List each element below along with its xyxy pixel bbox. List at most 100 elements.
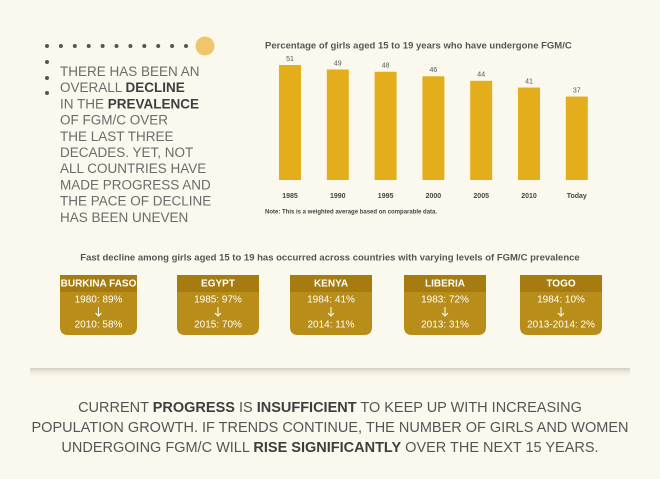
text-line: ALL COUNTRIES HAVE — [60, 161, 206, 176]
dot — [45, 76, 49, 80]
text-line: CURRENT PROGRESS IS INSUFFICIENT TO KEEP… — [78, 400, 582, 416]
text-line: POPULATION GROWTH. IF TRENDS CONTINUE, T… — [32, 420, 629, 436]
emphasis: PROGRESS — [153, 400, 236, 416]
decor-circle — [195, 36, 215, 56]
dot — [100, 44, 105, 48]
value-label: 46 — [430, 67, 438, 74]
dot — [45, 91, 49, 95]
dot — [170, 44, 175, 48]
text-line: OVERALL DECLINE — [60, 80, 185, 95]
x-tick-label: 2005 — [473, 193, 489, 200]
arrow — [327, 307, 335, 317]
chart-title: Percentage of girls aged 15 to 19 years … — [265, 41, 572, 52]
bar — [326, 69, 349, 180]
text-segment: MADE PROGRESS AND — [60, 177, 211, 192]
text-segment: HAS BEEN UNEVEN — [60, 209, 188, 224]
country-from: 1983: 72% — [421, 295, 469, 306]
card-header — [520, 275, 602, 292]
x-tick-label: 1985 — [282, 193, 298, 200]
dot — [72, 44, 77, 48]
text-segment: OF FGM/C OVER — [60, 112, 168, 127]
arrow — [441, 307, 449, 317]
text-line: UNDERGOING FGM/C WILL RISE SIGNIFICANTLY… — [61, 440, 598, 456]
country-card: LIBERIA 1983: 72% 2013: 31% — [404, 275, 486, 335]
arrow — [214, 307, 222, 317]
emphasis: PREVALENCE — [108, 96, 199, 111]
value-label: 51 — [286, 56, 294, 63]
country-from: 1984: 41% — [307, 295, 355, 306]
value-label: 44 — [477, 72, 485, 79]
country-name: BURKINA FASO — [61, 279, 137, 290]
dot — [45, 44, 49, 48]
text-segment: OVERALL — [60, 80, 126, 95]
bar — [374, 71, 397, 180]
footer: CURRENT PROGRESS IS INSUFFICIENT TO KEEP… — [32, 400, 629, 456]
value-label: 48 — [382, 63, 390, 70]
country-to: 2010: 58% — [75, 320, 123, 331]
country-card: TOGO 1984: 10% 2013-2014: 2% — [520, 275, 602, 335]
x-tick-label: 1990 — [330, 193, 346, 200]
text-segment: UNDERGOING FGM/C WILL — [61, 440, 253, 456]
emphasis: DECLINE — [126, 80, 185, 95]
decor-dots — [45, 44, 188, 95]
bar — [279, 64, 301, 180]
text-segment: IS — [235, 400, 257, 416]
country-to: 2015: 70% — [194, 320, 242, 331]
country-from: 1985: 97% — [194, 295, 242, 306]
text-segment: POPULATION GROWTH. IF TRENDS CONTINUE, T… — [32, 420, 629, 436]
text-segment: DECADES. YET, NOT — [60, 145, 193, 160]
bar — [422, 76, 445, 180]
chart-note: Note: This is a weighted average based o… — [265, 210, 437, 216]
card-header — [404, 275, 486, 292]
subtitle: Fast decline among girls aged 15 to 19 h… — [80, 253, 579, 264]
dot — [45, 60, 49, 64]
bar — [470, 80, 493, 180]
dot — [86, 44, 91, 48]
country-to: 2014: 11% — [307, 320, 354, 331]
value-label: 49 — [334, 60, 342, 67]
bar-chart: 51 1985 49 1990 48 1995 46 2000 44 2005 41 2010 37 To… — [279, 56, 588, 200]
value-label: 37 — [573, 87, 581, 94]
x-tick-label: 2000 — [426, 193, 442, 200]
text-line: MADE PROGRESS AND — [60, 177, 211, 192]
text-line: HAS BEEN UNEVEN — [60, 209, 188, 224]
text-line: THERE HAS BEEN AN — [60, 64, 200, 79]
x-tick-label: 2010 — [521, 193, 537, 200]
dot — [114, 44, 119, 48]
card-header — [290, 275, 372, 292]
country-card: EGYPT 1985: 97% 2015: 70% — [177, 275, 259, 335]
dot — [142, 44, 147, 48]
divider — [30, 368, 630, 378]
text-segment: THE LAST THREE — [60, 128, 174, 143]
dot — [58, 44, 63, 48]
country-from: 1984: 10% — [537, 295, 585, 306]
text-line: IN THE PREVALENCE — [60, 96, 199, 111]
country-to: 2013: 31% — [421, 320, 469, 331]
text-line: THE PACE OF DECLINE — [60, 193, 211, 208]
arrow — [557, 307, 565, 317]
country-from: 1980: 89% — [75, 295, 123, 306]
emphasis: INSUFFICIENT — [257, 400, 357, 416]
value-label: 41 — [525, 78, 533, 85]
dot — [184, 44, 188, 48]
text-segment: THE PACE OF DECLINE — [60, 193, 211, 208]
countries: BURKINA FASO 1980: 89% 2010: 58% EGYPT 1985:… — [60, 275, 602, 335]
bar — [565, 96, 588, 180]
card-header — [177, 275, 259, 292]
text-segment: IN THE — [60, 96, 108, 111]
text-line: THE LAST THREE — [60, 128, 174, 143]
country-name: KENYA — [314, 279, 348, 290]
text-segment: CURRENT — [78, 400, 153, 416]
text-line: OF FGM/C OVER — [60, 112, 168, 127]
text-segment: ALL COUNTRIES HAVE — [60, 161, 206, 176]
text-segment: OVER THE NEXT 15 YEARS. — [401, 440, 598, 456]
text-segment: THERE HAS BEEN AN — [60, 64, 200, 79]
arrow — [95, 307, 102, 317]
country-name: LIBERIA — [425, 279, 465, 290]
bar — [518, 87, 540, 180]
x-tick-label: Today — [567, 193, 587, 200]
text-line: DECADES. YET, NOT — [60, 145, 193, 160]
text-segment: TO KEEP UP WITH INCREASING — [357, 400, 582, 416]
